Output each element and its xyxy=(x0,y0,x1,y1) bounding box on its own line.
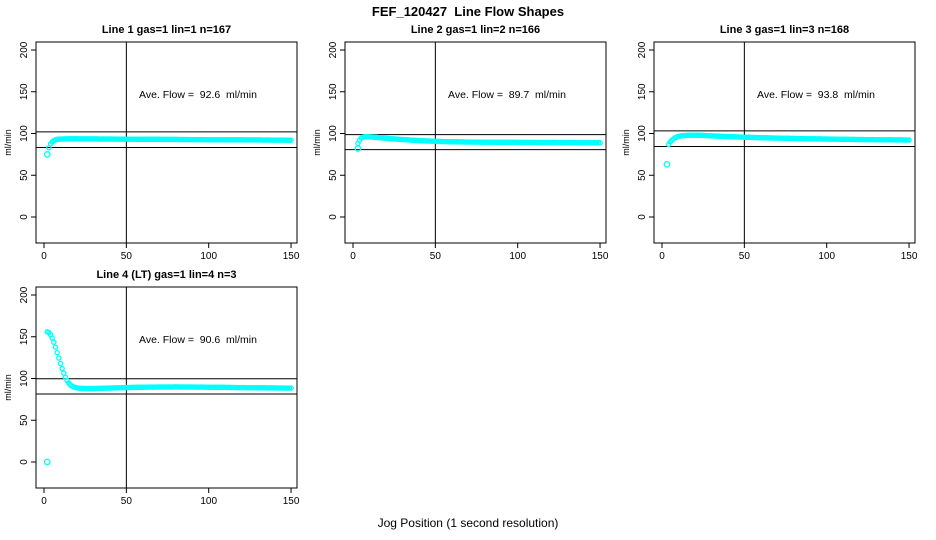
outlier-point xyxy=(43,150,51,158)
data-point xyxy=(59,365,65,372)
subplot-title: Line 3 gas=1 lin=3 n=168 xyxy=(720,24,849,36)
data-point xyxy=(51,339,57,345)
data-point xyxy=(57,360,64,367)
x-tick-label: 50 xyxy=(121,251,133,262)
x-tick-label: 150 xyxy=(283,251,300,262)
plot-box xyxy=(35,286,298,489)
y-tick-label: 100 xyxy=(19,125,30,142)
y-axis-title: ml/min xyxy=(3,129,13,156)
y-tick-label: 200 xyxy=(328,41,339,58)
y-tick-label: 0 xyxy=(19,214,30,220)
x-tick-label: 50 xyxy=(121,496,133,507)
x-tick-label: 150 xyxy=(901,251,918,262)
y-tick-label: 50 xyxy=(19,169,30,181)
y-tick-label: 0 xyxy=(328,214,339,220)
subplot-line-3-chart: Line 3 gas=1 lin=3 n=168 0 50 100 150 200 ml/m… xyxy=(621,24,918,262)
y-tick-label: 0 xyxy=(637,214,648,220)
data-point xyxy=(54,349,60,356)
y-tick-label: 150 xyxy=(637,83,648,100)
x-tick-label: 50 xyxy=(430,251,442,262)
y-tick-label: 100 xyxy=(637,125,648,142)
y-tick-label: 0 xyxy=(19,459,30,465)
subplot-title: Line 1 gas=1 lin=1 n=167 xyxy=(102,24,231,36)
y-tick-label: 100 xyxy=(328,125,339,142)
y-tick-label: 150 xyxy=(19,83,30,100)
x-tick-label: 0 xyxy=(41,496,47,507)
outlier-point xyxy=(43,458,51,466)
ave-flow-annotation: Ave. Flow = 92.6 ml/min xyxy=(139,89,257,101)
x-tick-label: 100 xyxy=(509,251,526,262)
plot-box xyxy=(344,41,607,244)
y-axis-title: ml/min xyxy=(621,129,631,156)
x-tick-label: 0 xyxy=(41,251,47,262)
x-tick-label: 100 xyxy=(200,251,217,262)
y-tick-label: 100 xyxy=(19,370,30,387)
x-tick-label: 0 xyxy=(659,251,665,262)
data-point xyxy=(288,385,294,391)
x-tick-label: 100 xyxy=(818,251,835,262)
x-axis-label: Jog Position (1 second resolution) xyxy=(377,516,559,530)
y-tick-label: 50 xyxy=(19,414,30,426)
x-tick-label: 150 xyxy=(283,496,300,507)
subplot-title: Line 2 gas=1 lin=2 n=166 xyxy=(411,24,540,36)
ave-flow-annotation: Ave. Flow = 89.7 ml/min xyxy=(448,89,566,101)
subplot-line-1-chart: Line 1 gas=1 lin=1 n=167 0 50 100 150 200 ml/m… xyxy=(3,24,300,262)
data-point xyxy=(288,137,294,143)
y-tick-label: 50 xyxy=(637,169,648,181)
x-tick-label: 50 xyxy=(739,251,751,262)
data-point xyxy=(906,137,912,143)
y-tick-label: 150 xyxy=(328,83,339,100)
y-tick-label: 50 xyxy=(328,169,339,181)
data-point xyxy=(52,344,59,350)
ave-flow-annotation: Ave. Flow = 93.8 ml/min xyxy=(757,89,875,101)
x-tick-label: 0 xyxy=(350,251,356,262)
plot-box xyxy=(653,41,916,244)
data-point xyxy=(56,355,62,361)
subplot-line-2-chart: Line 2 gas=1 lin=2 n=166 0 50 100 150 200 ml/m… xyxy=(312,24,609,262)
x-tick-label: 100 xyxy=(200,496,217,507)
subplot-title: Line 4 (LT) gas=1 lin=4 n=3 xyxy=(96,269,236,281)
y-axis-title: ml/min xyxy=(3,374,13,401)
y-tick-label: 150 xyxy=(19,328,30,345)
data-point xyxy=(597,140,603,146)
figure-title: FEF_120427 Line Flow Shapes xyxy=(371,4,565,19)
plot-box xyxy=(35,41,298,244)
y-tick-label: 200 xyxy=(19,286,30,303)
outlier-point xyxy=(354,145,362,152)
y-tick-label: 200 xyxy=(19,41,30,58)
outlier-point xyxy=(663,160,671,168)
subplot-line-4-chart: Line 4 (LT) gas=1 lin=4 n=3 0 50 100 150 200 m… xyxy=(3,269,300,507)
ave-flow-annotation: Ave. Flow = 90.6 ml/min xyxy=(139,334,257,346)
x-tick-label: 150 xyxy=(592,251,609,262)
y-tick-label: 200 xyxy=(637,41,648,58)
y-axis-title: ml/min xyxy=(312,129,322,156)
